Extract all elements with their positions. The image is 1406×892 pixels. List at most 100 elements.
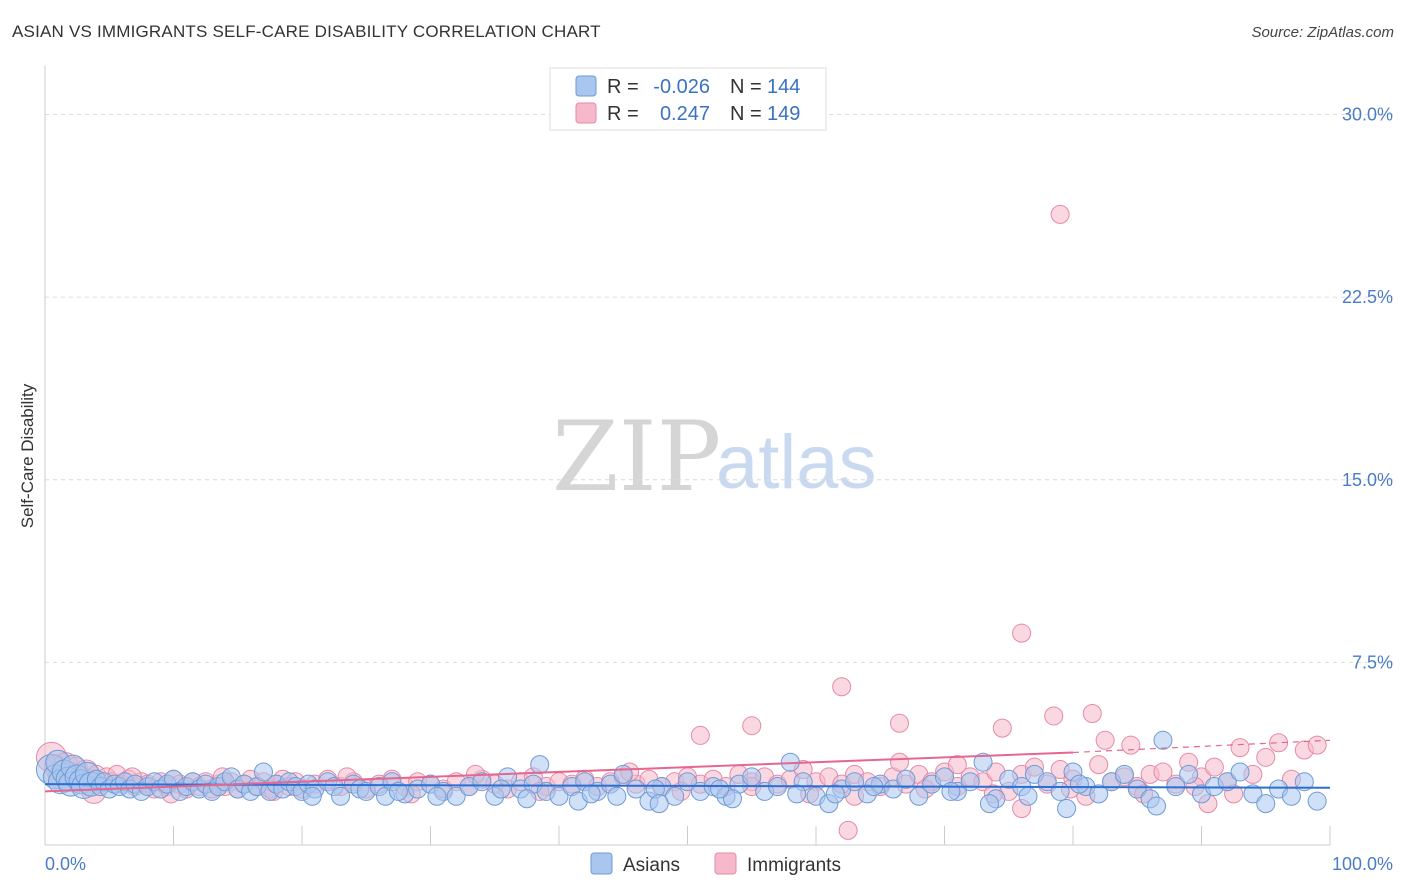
asians-point [1243,784,1263,804]
legend-r-label-immigrants: R = [607,103,639,125]
chart-title: ASIAN VS IMMIGRANTS SELF-CARE DISABILITY… [12,22,601,41]
immigrants-point [1095,730,1115,750]
immigrants-point [947,755,967,775]
asians-point [253,762,273,782]
asians-point [883,779,903,799]
legend-n-value-asians: 144 [767,76,800,98]
asians-point [1153,730,1173,750]
immigrants-trend-extension [1072,739,1331,754]
asians-point [665,786,685,806]
asians-point [979,794,999,814]
bottom-legend-swatch-asians [590,852,613,875]
immigrants-point [1204,757,1224,777]
immigrants-point [1230,738,1250,758]
immigrants-point [1121,735,1141,755]
watermark-atlas: atlas [716,420,877,505]
asians-point [302,786,322,806]
immigrants-point [1050,204,1070,224]
asians-point [446,786,466,806]
asians-point [1256,794,1276,814]
asians-point [1294,772,1314,792]
asians-point [1127,779,1147,799]
legend-swatch-immigrants [575,102,597,124]
asians-point [1018,786,1038,806]
x-tick-label-max: 100.0% [1332,854,1393,874]
asians-point [427,786,447,806]
bottom-legend-label-asians: Asians [623,855,680,876]
immigrants-point [832,677,852,697]
axes [44,66,1331,846]
gridlines [45,114,1393,663]
immigrants-point [1256,747,1276,767]
y-tick-label: 7.5% [1352,652,1393,672]
asians-point [1307,791,1327,811]
legend-r-value-immigrants: 0.247 [660,103,710,125]
asians-point [549,786,569,806]
legend-n-value-immigrants: 149 [767,103,800,125]
y-tick-labels: 7.5% 15.0% 22.5% 30.0% [1342,105,1393,673]
asians-point [722,789,742,809]
immigrants-point [1153,762,1173,782]
watermark-zip: ZIP [552,401,721,513]
legend-r-label-asians: R = [607,76,639,98]
trend-lines [44,739,1331,793]
asians-point [1057,798,1077,818]
immigrants-trend-line [44,751,1074,793]
asians-point [613,764,633,784]
immigrants-point [1089,755,1109,775]
asians-point [960,772,980,792]
asians-trend-line [44,783,1331,789]
immigrants-point [1307,735,1327,755]
x-tick-label-min: 0.0% [45,854,86,874]
immigrants-point [992,718,1012,738]
legend-n-label-asians: N = [730,76,762,98]
asians-point [973,752,993,772]
asians-point [1147,796,1167,816]
bottom-legend-label-immigrants: Immigrants [747,855,841,876]
bottom-legend-swatch-immigrants [714,852,737,875]
immigrants-points [35,204,1327,840]
series-legend: Asians Immigrants [590,852,841,876]
immigrants-point [690,725,710,745]
asians-point [331,786,351,806]
legend-n-label-immigrants: N = [730,103,762,125]
asians-point [742,767,762,787]
asians-point [1217,772,1237,792]
asians-point [787,784,807,804]
immigrants-point [1082,704,1102,724]
stats-legend: R = -0.026 N = 144 R = 0.247 N = 149 [549,67,827,131]
y-tick-label: 15.0% [1342,470,1393,490]
asians-point [1069,774,1089,794]
legend-swatch-asians [575,75,597,97]
asians-point [710,779,730,799]
asians-point [941,781,961,801]
asians-point [825,784,845,804]
asians-point [896,769,916,789]
asians-point [1179,764,1199,784]
asians-point [649,794,669,814]
asians-point [1281,786,1301,806]
immigrants-point [1044,706,1064,726]
asians-point [626,779,646,799]
asians-point [607,786,627,806]
immigrants-point [742,716,762,736]
asians-point [388,781,408,801]
asians-point [1230,762,1250,782]
asians-point [581,784,601,804]
asians-point [517,789,537,809]
legend-r-value-asians: -0.026 [653,76,710,98]
y-axis-title: Self-Care Disability [18,383,37,528]
asians-point [1050,781,1070,801]
asians-point [530,755,550,775]
asians-point [491,779,511,799]
asians-point [1089,784,1109,804]
y-tick-label: 30.0% [1342,105,1393,125]
immigrants-point [890,713,910,733]
immigrants-point [890,752,910,772]
source-label: Source: ZipAtlas.com [1251,24,1394,41]
asians-point [1114,764,1134,784]
y-tick-label: 22.5% [1342,287,1393,307]
immigrants-point [838,820,858,840]
immigrants-point [1012,623,1032,643]
